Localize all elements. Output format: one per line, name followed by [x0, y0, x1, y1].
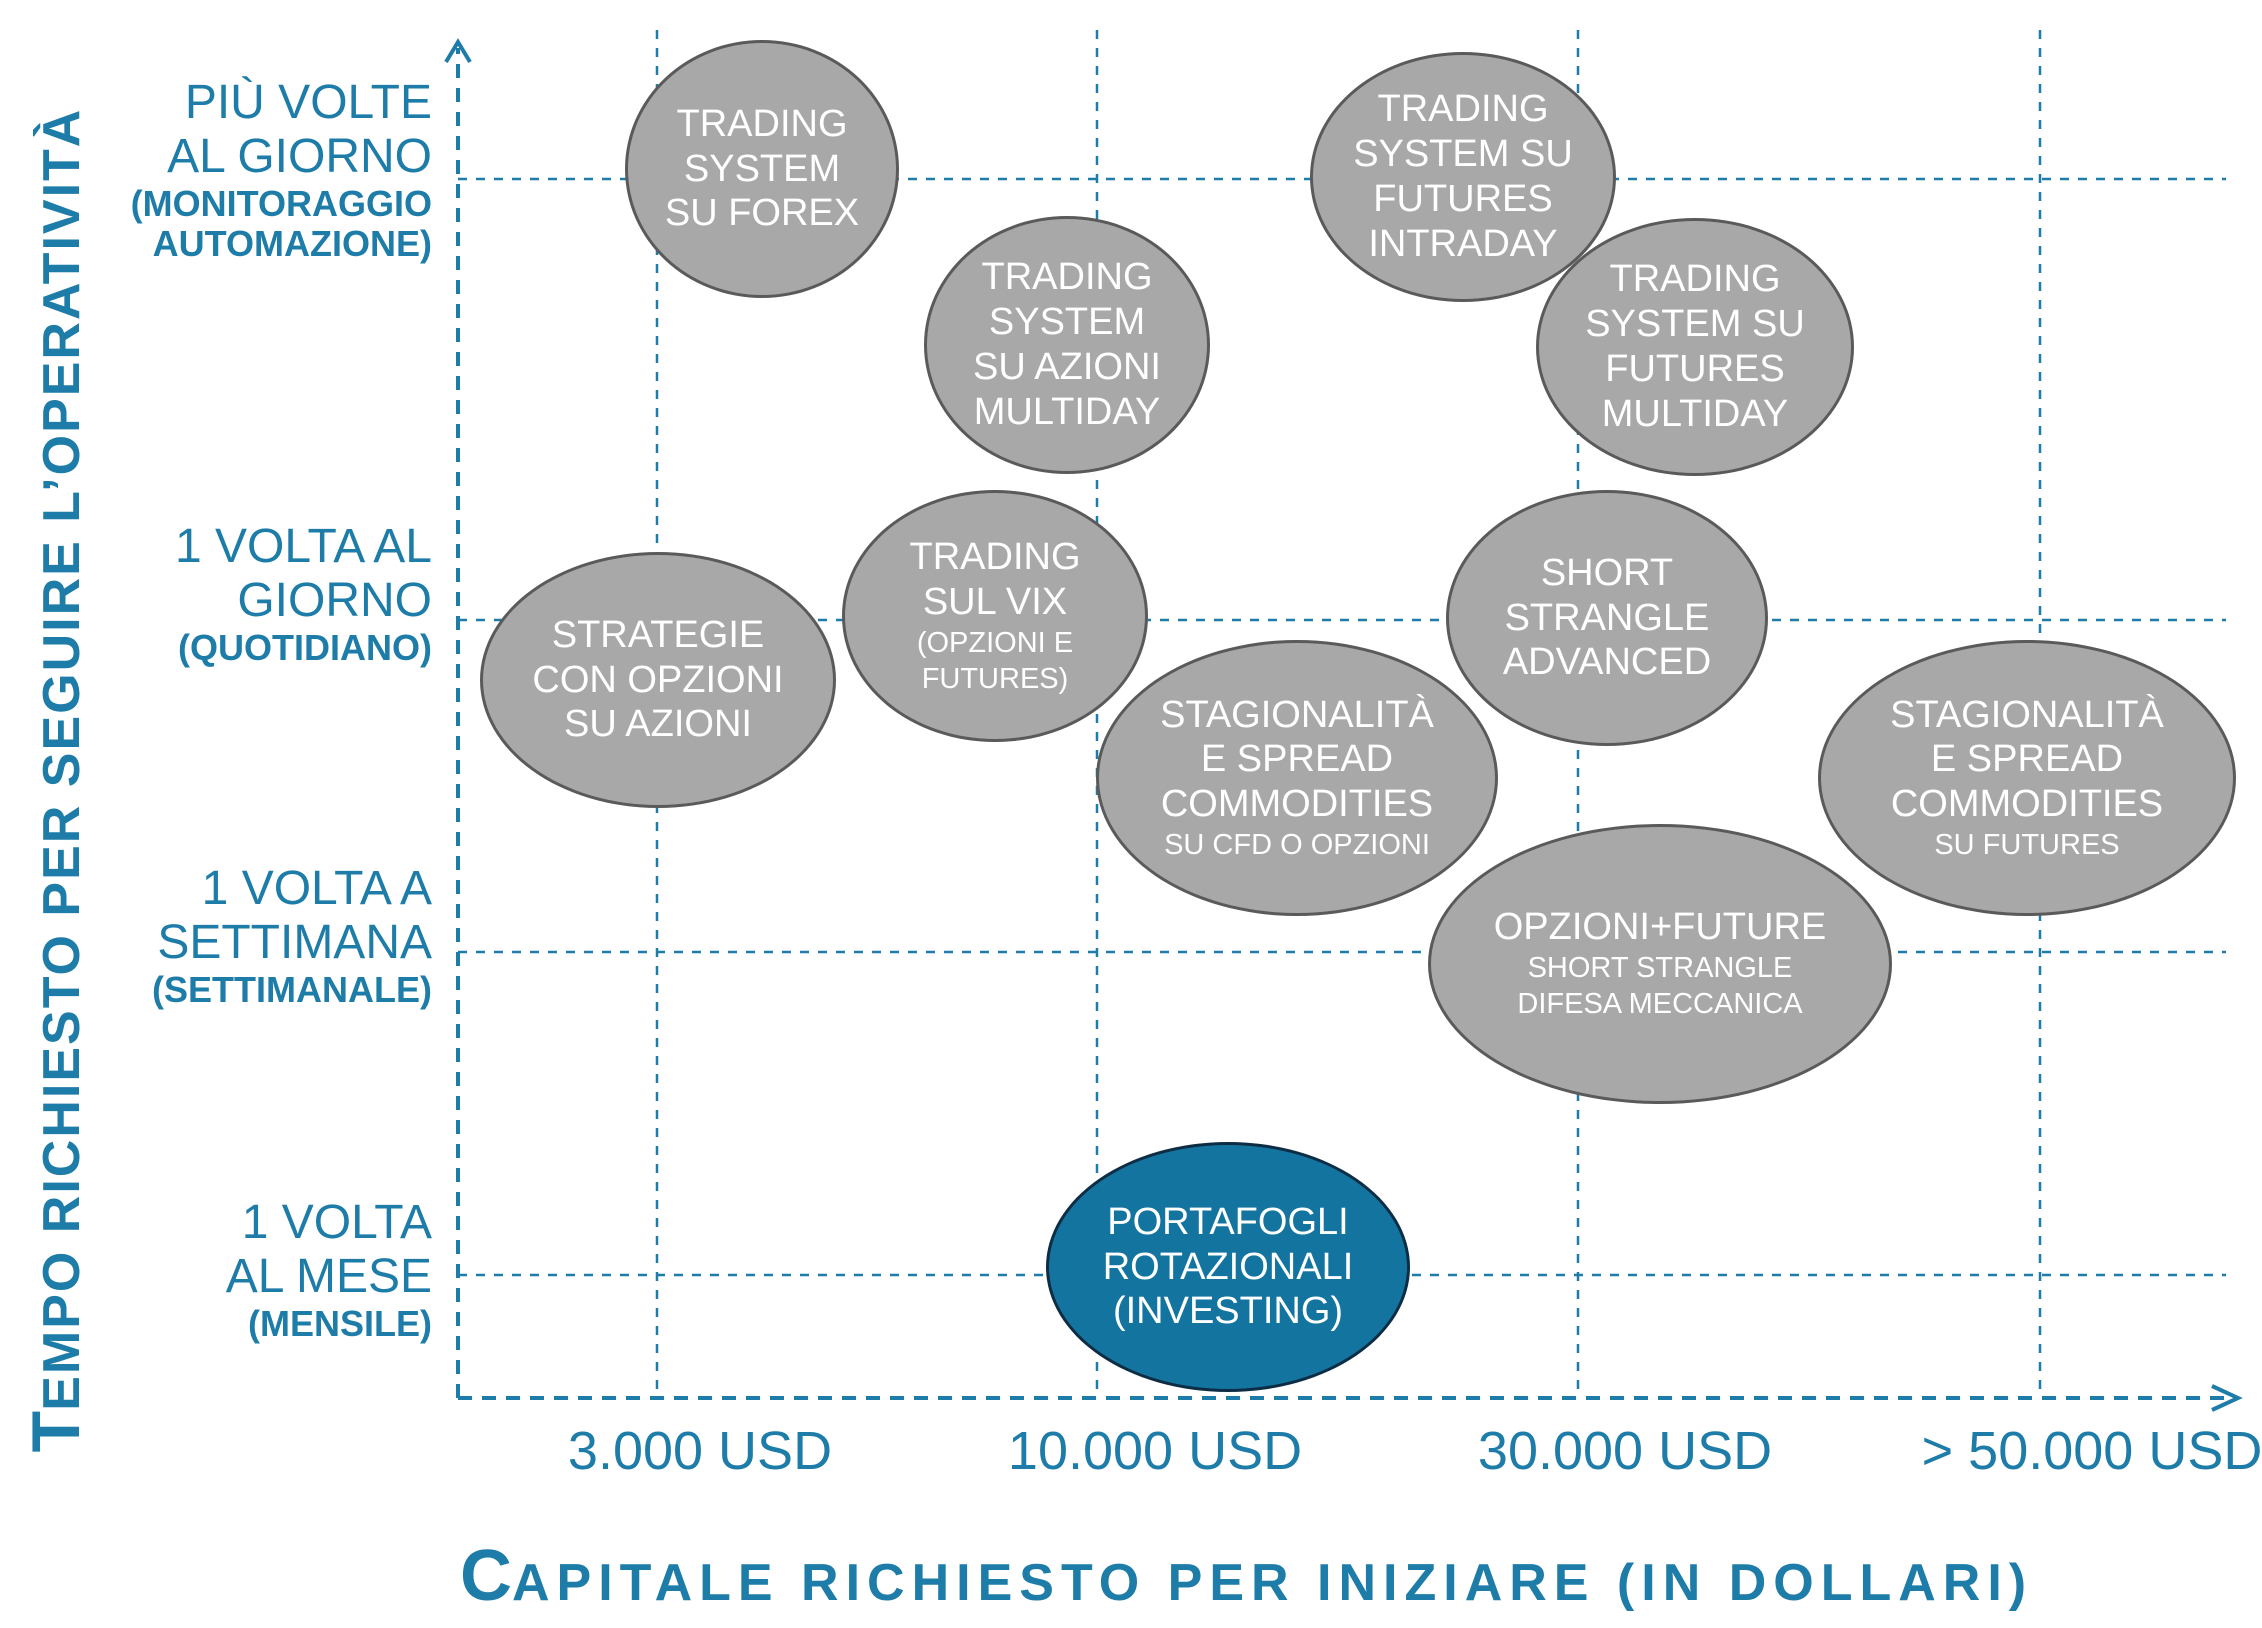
y-level-line: AL GIORNO: [167, 129, 432, 183]
bubble-portafogli-rotazionali: PORTAFOGLI ROTAZIONALI (INVESTING): [1046, 1142, 1410, 1392]
bubble-text: TRADING: [1609, 258, 1781, 301]
bubble-text: STAGIONALITÀ: [1160, 693, 1434, 736]
bubble-text: SHORT: [1540, 551, 1674, 594]
bubble-opzioni-future: OPZIONI+FUTURE SHORT STRANGLE DIFESA MEC…: [1428, 824, 1892, 1104]
x-axis-arrow: [2211, 1384, 2243, 1412]
bubble-stagionalita-cfd: STAGIONALITÀ E SPREAD COMMODITIES SU CFD…: [1096, 640, 1498, 916]
bubble-text: SYSTEM: [683, 147, 841, 190]
x-level-30000: 30.000 USD: [1477, 1421, 1773, 1481]
y-axis-title-rest: EMPO RICHIESTO PER SEGUIRE L’OPERATIVITÀ: [33, 107, 91, 1411]
axes: [456, 48, 2228, 1400]
x-level-50000: > 50.000 USD: [1921, 1421, 2262, 1481]
y-level-line: SETTIMANA: [157, 915, 432, 969]
bubble-text: SU AZIONI: [973, 346, 1161, 388]
bubble-text: COMMODITIES: [1890, 783, 2164, 826]
y-level-line: AL MESE: [225, 1249, 432, 1303]
bubble-short-strangle-advanced: SHORT STRANGLE ADVANCED: [1446, 490, 1768, 746]
bubble-subtext: (OPZIONI E: [916, 626, 1074, 659]
bubble-text: STAGIONALITÀ: [1890, 693, 2164, 736]
bubble-text: STRANGLE: [1504, 596, 1710, 639]
bubble-text: OPZIONI+FUTURE: [1493, 906, 1827, 949]
bubble-subtext: SU FUTURES: [1934, 829, 2120, 862]
bubble-text: SU AZIONI: [564, 703, 752, 746]
bubble-subtext: FUTURES): [921, 662, 1069, 695]
y-level-quotidiano: 1 VOLTA AL GIORNO (QUOTIDIANO): [175, 520, 432, 668]
bubble-text: INTRADAY: [1368, 222, 1558, 265]
bubble-subtext: SHORT STRANGLE: [1527, 952, 1793, 985]
y-level-mensile: 1 VOLTA AL MESE (MENSILE): [226, 1196, 432, 1344]
x-axis-title-rest: APITALE RICHIESTO PER INIZIARE (IN DOLLA…: [512, 1554, 2034, 1612]
bubble-trading-vix: TRADING SUL VIX (OPZIONI E FUTURES): [842, 490, 1148, 742]
y-level-sub: (SETTIMANALE): [152, 968, 432, 1010]
bubble-subtext: SU CFD O OPZIONI: [1164, 829, 1430, 862]
bubble-text: TRADING: [1377, 88, 1549, 131]
bubble-trading-system-azioni-multiday: TRADING SYSTEM SU AZIONI MULTIDAY: [924, 216, 1210, 474]
bubble-strategie-opzioni-azioni: STRATEGIE CON OPZIONI SU AZIONI: [480, 552, 836, 808]
x-axis-title-initial: C: [460, 1536, 512, 1616]
x-axis-title: CAPITALE RICHIESTO PER INIZIARE (IN DOLL…: [460, 1535, 2033, 1617]
y-level-line: 1 VOLTA: [241, 1196, 432, 1249]
y-axis-title-initial: T: [18, 1410, 94, 1453]
y-level-line: PIÙ VOLTE: [184, 76, 432, 129]
bubble-text: MULTIDAY: [1601, 392, 1789, 435]
bubble-subtext: DIFESA MECCANICA: [1517, 988, 1803, 1021]
y-level-line: GIORNO: [237, 573, 432, 627]
bubble-trading-system-futures-intraday: TRADING SYSTEM SU FUTURES INTRADAY: [1310, 52, 1616, 302]
bubble-text: SYSTEM SU: [1353, 133, 1573, 176]
bubble-text: ADVANCED: [1502, 641, 1712, 684]
y-level-sub: (MONITORAGGIO: [130, 182, 432, 224]
bubble-text: FUTURES: [1605, 348, 1785, 390]
y-level-line: 1 VOLTA AL: [174, 520, 432, 573]
bubble-text: SU FOREX: [664, 192, 860, 235]
bubble-text: COMMODITIES: [1160, 783, 1434, 826]
bubble-text: TRADING: [676, 102, 848, 145]
bubble-text: E SPREAD: [1200, 738, 1394, 781]
bubble-text: SYSTEM SU: [1585, 303, 1805, 346]
y-axis-arrow: [444, 38, 472, 64]
y-level-sub: (MENSILE): [248, 1302, 432, 1344]
bubble-text: E SPREAD: [1930, 738, 2124, 781]
bubble-text: CON OPZIONI: [532, 658, 784, 701]
y-level-line: 1 VOLTA A: [201, 862, 432, 915]
bubble-trading-system-futures-multiday: TRADING SYSTEM SU FUTURES MULTIDAY: [1536, 218, 1854, 476]
y-level-sub: (QUOTIDIANO): [178, 626, 432, 668]
bubble-text: (INVESTING): [1112, 1290, 1344, 1333]
bubble-trading-system-forex: TRADING SYSTEM SU FOREX: [625, 40, 899, 298]
y-axis-title: TEMPO RICHIESTO PER SEGUIRE L’OPERATIVIT…: [17, 108, 95, 1453]
y-level-settimanale: 1 VOLTA A SETTIMANA (SETTIMANALE): [152, 862, 432, 1010]
x-level-10000: 10.000 USD: [1007, 1421, 1303, 1481]
bubble-stagionalita-futures: STAGIONALITÀ E SPREAD COMMODITIES SU FUT…: [1818, 640, 2236, 916]
bubble-text: TRADING: [981, 256, 1153, 299]
bubble-text: SYSTEM: [988, 301, 1146, 344]
y-level-piu-volte: PIÙ VOLTE AL GIORNO (MONITORAGGIO AUTOMA…: [131, 76, 432, 264]
x-level-3000: 3.000 USD: [567, 1421, 833, 1481]
bubble-text: TRADING: [909, 535, 1081, 578]
bubble-text: ROTAZIONALI: [1102, 1245, 1354, 1288]
bubble-text: FUTURES: [1373, 178, 1553, 220]
bubble-text: STRATEGIE: [551, 613, 765, 656]
bubble-text: PORTAFOGLI: [1107, 1200, 1349, 1243]
bubble-text: MULTIDAY: [973, 390, 1161, 433]
bubble-text: SUL VIX: [922, 580, 1068, 623]
y-level-sub: AUTOMAZIONE): [152, 222, 432, 264]
